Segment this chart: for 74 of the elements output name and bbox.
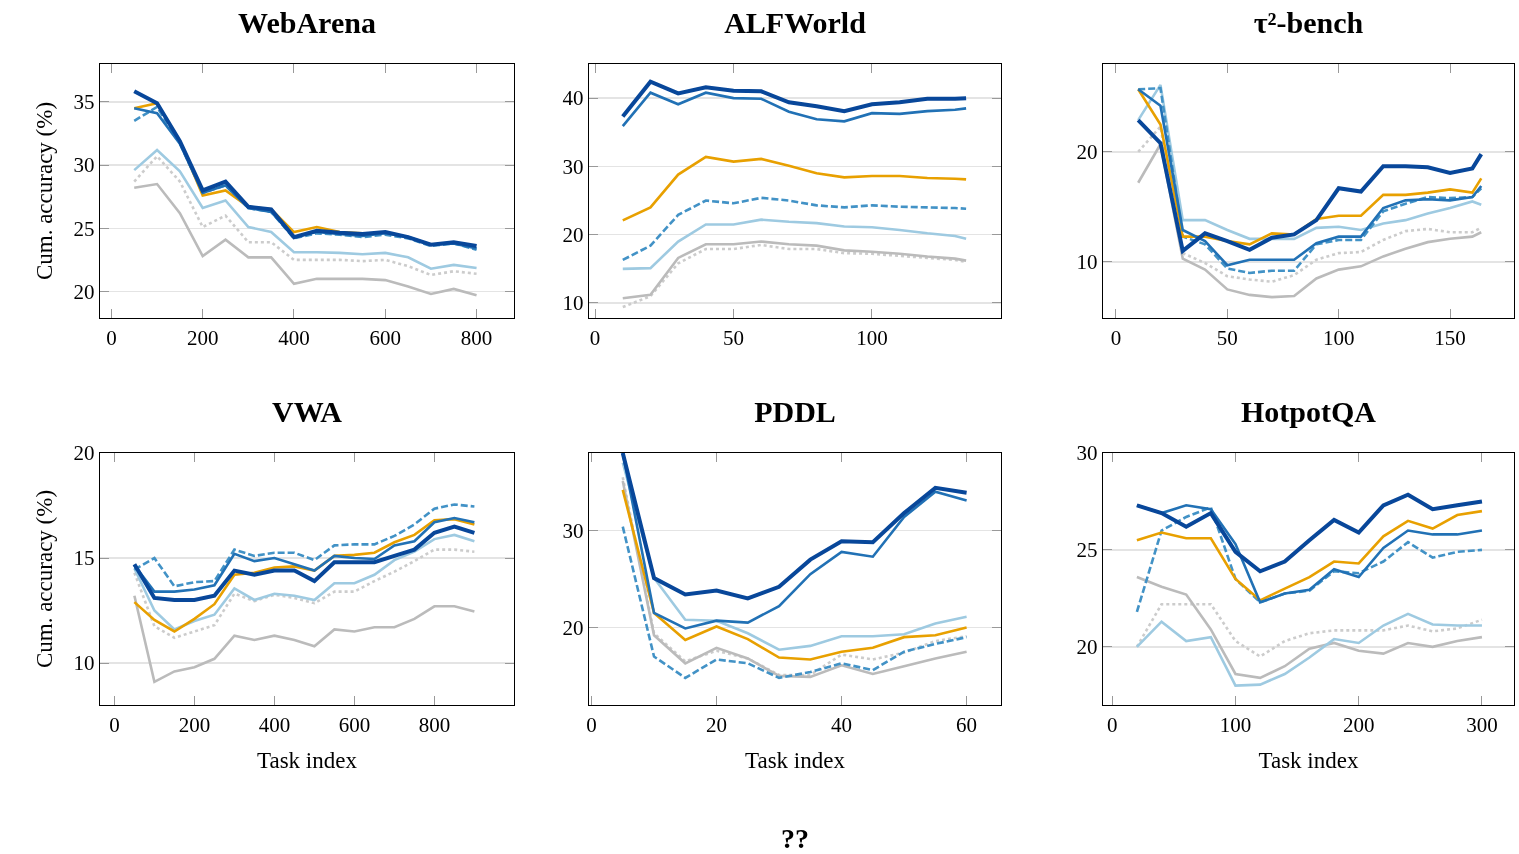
y-tick-label: 20 xyxy=(73,279,95,304)
line-series xyxy=(132,524,477,602)
x-tick-label: 600 xyxy=(338,712,371,737)
y-axis-title: Cum. accuracy (%) xyxy=(32,489,58,669)
x-tick-label: 0 xyxy=(1106,712,1118,737)
x-tick-label: 800 xyxy=(460,325,493,350)
y-tick-label: 15 xyxy=(73,546,95,571)
line-series xyxy=(620,453,969,601)
chart-title: PDDL xyxy=(754,394,836,428)
line-series xyxy=(1135,602,1484,658)
y-tick-label: 20 xyxy=(562,615,584,640)
y-tick-label: 20 xyxy=(73,441,95,466)
line-series xyxy=(1135,612,1484,687)
y-tick-label: 20 xyxy=(562,223,584,248)
x-tick-label: 100 xyxy=(1322,325,1355,350)
y-tick-label: 10 xyxy=(73,651,95,676)
chart-title: ALFWorld xyxy=(724,5,867,39)
line-series xyxy=(620,79,969,119)
x-tick-label: 50 xyxy=(723,325,745,350)
x-tick-label: 0 xyxy=(589,325,601,350)
y-tick-label: 30 xyxy=(1076,441,1098,466)
x-tick-label: 600 xyxy=(369,325,402,350)
line-series xyxy=(133,533,476,631)
line-series xyxy=(621,196,968,262)
x-axis-title: Task index xyxy=(1258,747,1359,773)
line-series xyxy=(621,91,968,128)
x-tick-label: 100 xyxy=(856,325,888,350)
x-tick-label: 60 xyxy=(956,712,978,737)
x-tick-label: 0 xyxy=(1110,325,1122,350)
line-series xyxy=(621,218,968,271)
y-tick-label: 30 xyxy=(562,518,584,543)
x-tick-label: 40 xyxy=(831,712,853,737)
x-tick-label: 200 xyxy=(1342,712,1375,737)
line-series xyxy=(621,525,968,680)
y-tick-label: 30 xyxy=(562,154,584,179)
line-series xyxy=(133,503,476,588)
line-series xyxy=(133,548,476,640)
y-tick-label: 40 xyxy=(562,86,584,111)
line-series xyxy=(621,240,968,300)
y-tick-label: 30 xyxy=(73,153,95,178)
x-tick-label: 200 xyxy=(178,712,211,737)
y-tick-label: 25 xyxy=(1076,538,1098,563)
x-tick-label: 400 xyxy=(278,325,310,350)
x-tick-label: 50 xyxy=(1216,325,1238,350)
y-tick-label: 10 xyxy=(1076,250,1098,275)
x-tick-label: 300 xyxy=(1466,712,1498,737)
x-tick-label: 0 xyxy=(106,325,117,350)
x-tick-label: 100 xyxy=(1219,712,1252,737)
x-tick-label: 200 xyxy=(186,325,219,350)
x-tick-label: 150 xyxy=(1434,325,1466,350)
line-series xyxy=(1134,492,1484,574)
y-tick-label: 20 xyxy=(1076,635,1098,660)
y-tick-label: 20 xyxy=(1076,140,1098,165)
chart-title: HotpotQA xyxy=(1241,394,1377,428)
chart-title: τ²-bench xyxy=(1253,5,1364,39)
chart-title: VWA xyxy=(271,394,343,428)
chart-title: WebArena xyxy=(238,5,376,39)
y-tick-label: 25 xyxy=(73,216,95,241)
line-series xyxy=(621,155,968,222)
y-axis-title: Cum. accuracy (%) xyxy=(32,101,58,281)
x-axis-title: Task index xyxy=(745,747,846,773)
text: ?? xyxy=(781,823,809,854)
line-series xyxy=(1136,118,1484,253)
line-series xyxy=(133,594,476,684)
y-tick-label: 10 xyxy=(562,291,584,316)
x-tick-label: 0 xyxy=(109,712,120,737)
y-tick-label: 35 xyxy=(73,90,95,115)
line-series xyxy=(1135,575,1484,680)
x-tick-label: 0 xyxy=(586,712,597,737)
x-tick-label: 400 xyxy=(258,712,291,737)
x-tick-label: 800 xyxy=(418,712,451,737)
x-axis-title: Task index xyxy=(257,747,358,773)
line-series xyxy=(132,182,478,297)
x-tick-label: 20 xyxy=(706,712,728,737)
